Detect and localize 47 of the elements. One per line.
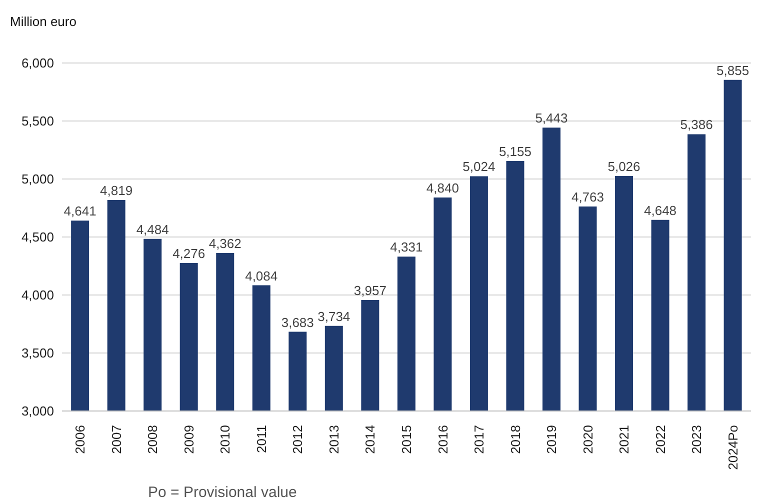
data-label: 5,386 xyxy=(680,117,713,132)
data-label: 4,484 xyxy=(136,222,169,237)
x-tick-label: 2012 xyxy=(290,425,306,454)
data-label: 3,957 xyxy=(354,282,386,298)
y-axis-title: Million euro xyxy=(9,13,78,31)
x-tick-label: 2019 xyxy=(544,425,560,454)
x-tick-label: 2021 xyxy=(616,425,632,454)
data-label: 4,840 xyxy=(426,180,459,196)
y-tick-label: 4,000 xyxy=(21,288,54,303)
y-tick-label: 6,000 xyxy=(21,56,54,71)
text: Po = Provisional value xyxy=(147,484,298,501)
x-tick-label: 2020 xyxy=(580,425,596,454)
y-tick-label: 5,500 xyxy=(21,114,54,129)
y-tick-label: 3,000 xyxy=(21,404,54,419)
data-label: 5,024 xyxy=(462,159,496,174)
data-label: 4,084 xyxy=(245,268,278,284)
data-label: 4,362 xyxy=(208,236,242,252)
x-tick-label: 2007 xyxy=(108,425,124,454)
x-tick-label: 2014 xyxy=(362,425,378,454)
data-label: 5,855 xyxy=(716,62,750,78)
x-tick-label: 2011 xyxy=(254,425,269,453)
x-tick-label: 2013 xyxy=(326,425,342,454)
data-label: 3,734 xyxy=(318,308,350,324)
data-label: 5,026 xyxy=(608,158,640,174)
y-tick-label: 5,000 xyxy=(21,172,54,187)
y-tick-label: 3,500 xyxy=(21,346,54,361)
data-label: 5,443 xyxy=(535,110,568,126)
x-tick-label: 2022 xyxy=(652,425,668,454)
data-label: 4,331 xyxy=(390,240,423,255)
x-tick-label: 2015 xyxy=(399,425,414,454)
data-label: 3,683 xyxy=(281,314,314,330)
y-tick-label: 4,500 xyxy=(21,230,54,245)
data-label: 4,648 xyxy=(644,202,677,218)
x-tick-label: 2009 xyxy=(181,425,196,454)
x-tick-label: 2017 xyxy=(472,425,487,454)
x-tick-label: 2006 xyxy=(72,425,88,454)
x-tick-label: 2024Po xyxy=(725,425,740,470)
x-tick-label: 2016 xyxy=(435,425,450,454)
data-label: 4,819 xyxy=(100,182,133,198)
x-tick-label: 2010 xyxy=(218,425,233,454)
x-tick-label: 2008 xyxy=(145,425,160,454)
x-tick-label: 2023 xyxy=(689,425,704,454)
data-label: 5,155 xyxy=(498,144,532,160)
data-label: 4,276 xyxy=(172,246,206,261)
data-label: 4,641 xyxy=(64,204,96,219)
x-tick-label: 2018 xyxy=(508,425,523,454)
data-label: 4,763 xyxy=(571,189,604,204)
